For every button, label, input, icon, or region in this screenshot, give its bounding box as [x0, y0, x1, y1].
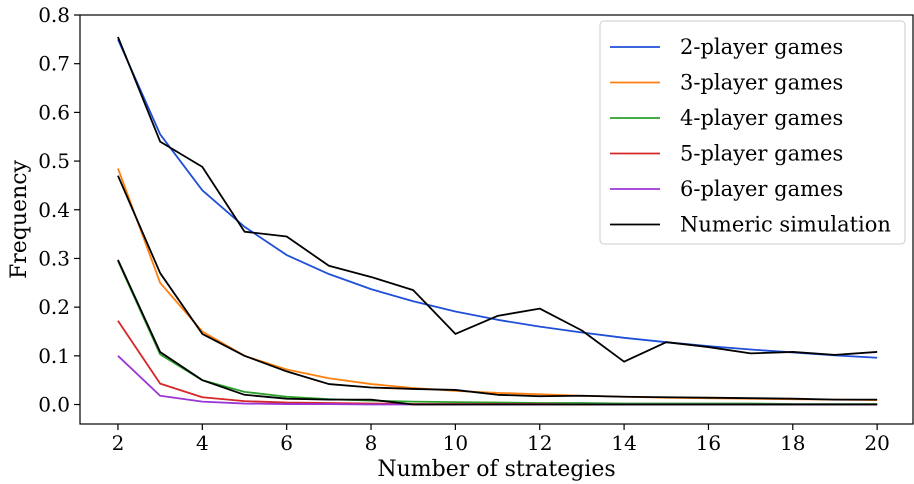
plot-lines: [117, 36, 878, 406]
legend-label: 3-player games: [680, 71, 843, 95]
y-tick-label: 0.5: [38, 149, 70, 173]
x-tick-label: 12: [527, 431, 552, 455]
y-tick-label: 0.8: [38, 3, 70, 27]
series-line-2: [117, 260, 878, 405]
y-tick-label: 0.6: [38, 100, 70, 124]
x-tick-label: 14: [611, 431, 636, 455]
x-tick-label: 2: [112, 431, 125, 455]
y-tick-label: 0.7: [38, 52, 70, 76]
y-tick-label: 0.2: [38, 295, 70, 319]
x-tick-label: 8: [365, 431, 378, 455]
series-line-5: [117, 36, 878, 363]
legend-label: 6-player games: [680, 177, 843, 201]
x-tick-label: 20: [864, 431, 889, 455]
plot-frame: [79, 14, 914, 425]
series-line-7: [117, 259, 878, 406]
x-tick-label: 6: [280, 431, 293, 455]
legend-label: 2-player games: [680, 35, 843, 59]
x-tick-label: 18: [780, 431, 805, 455]
x-axis-label: Number of strategies: [377, 457, 615, 482]
x-tick-label: 16: [696, 431, 721, 455]
series-line-0: [117, 38, 878, 359]
legend-label: Numeric simulation: [680, 213, 891, 237]
legend: 2-player games 3-player games 4-player gam…: [599, 20, 906, 245]
y-tick-label: 0.4: [38, 198, 70, 222]
y-tick-label: 0.3: [38, 246, 70, 270]
series-line-6: [117, 175, 878, 401]
legend-box: [599, 20, 906, 245]
legend-label: 5-player games: [680, 142, 843, 166]
y-axis-label: Frequency: [7, 159, 32, 279]
legend-label: 4-player games: [680, 106, 843, 130]
series-line-4: [117, 355, 878, 406]
x-tick-label: 10: [443, 431, 468, 455]
y-tick-label: 0.1: [38, 344, 70, 368]
x-tick-label: 4: [196, 431, 209, 455]
x-axis: 2 4 6 8 10 12 14 16 18 20: [112, 424, 890, 455]
y-axis: 0.0 0.1 0.2 0.3 0.4 0.5 0.6 0.7 0.8: [38, 3, 80, 417]
y-tick-label: 0.0: [38, 393, 70, 417]
